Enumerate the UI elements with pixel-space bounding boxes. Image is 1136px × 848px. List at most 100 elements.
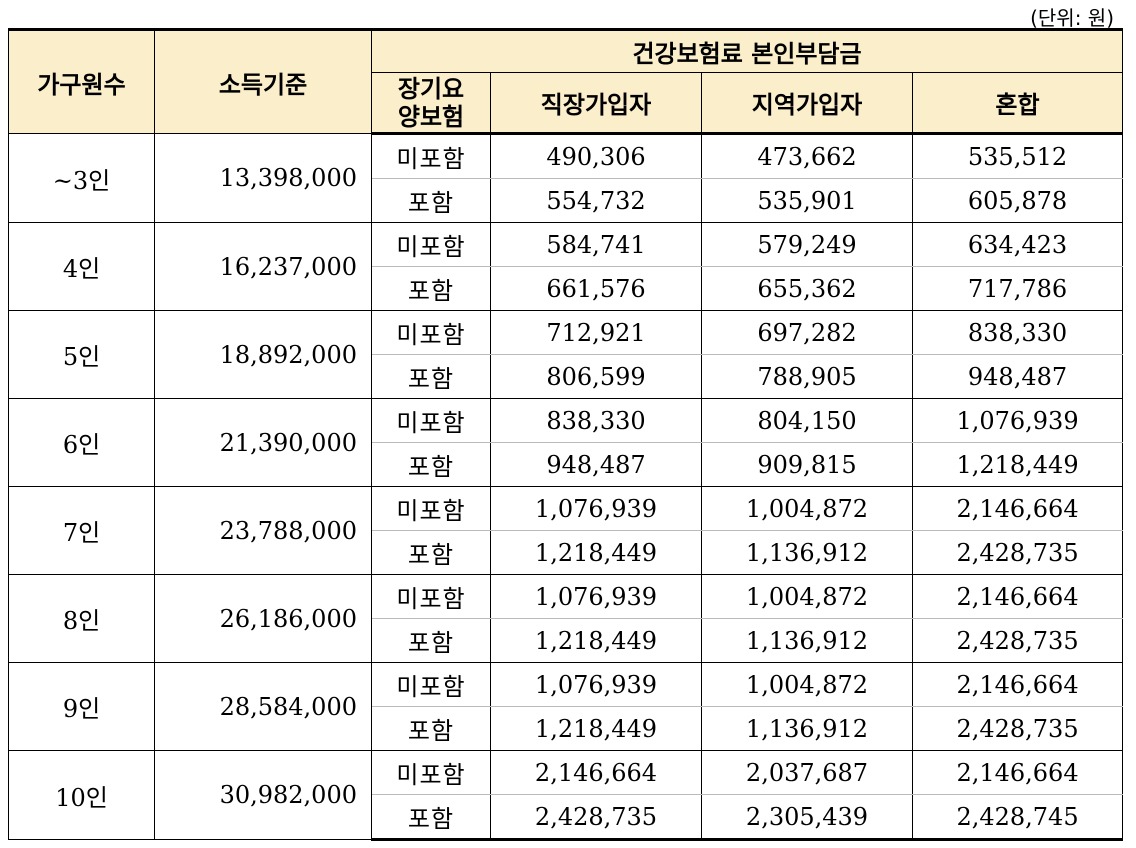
employee-cell: 661,576 [490, 266, 702, 311]
table-row: 포함 1,218,449 1,136,912 2,428,735 [9, 706, 1124, 751]
employee-cell: 1,218,449 [490, 530, 702, 575]
table-row: 포함 948,487 909,815 1,218,449 [9, 442, 1124, 487]
income-cell: 23,788,000 [154, 486, 372, 575]
income-cell: 18,892,000 [154, 310, 372, 399]
regional-cell: 804,150 [701, 398, 913, 443]
premium-table: 가구원수 소득기준 건강보험료 본인부담금 장기요 양보험 직장가입자 지역가입… [8, 28, 1124, 841]
income-cell: 30,982,000 [154, 750, 372, 840]
mixed-cell: 838,330 [911, 310, 1124, 355]
income-cell: 16,237,000 [154, 222, 372, 311]
mixed-cell: 948,487 [911, 354, 1124, 399]
ltc-cell: 포함 [371, 706, 491, 751]
household-cell: 8인 [8, 574, 155, 663]
mixed-cell: 1,218,449 [911, 442, 1124, 487]
ltc-cell: 포함 [371, 442, 491, 487]
header-employee: 직장가입자 [490, 72, 702, 135]
employee-cell: 584,741 [490, 222, 702, 267]
household-cell: 7인 [8, 486, 155, 575]
employee-cell: 2,146,664 [490, 750, 702, 795]
table-row: 9인 28,584,000 미포함 1,076,939 1,004,872 2,146,6… [8, 662, 1124, 751]
employee-cell: 838,330 [490, 398, 702, 443]
regional-cell: 909,815 [701, 442, 913, 487]
mixed-cell: 2,428,735 [911, 706, 1124, 751]
ltc-cell: 미포함 [371, 574, 491, 619]
mixed-cell: 717,786 [911, 266, 1124, 311]
regional-cell: 473,662 [701, 133, 913, 179]
ltc-cell: 미포함 [371, 133, 491, 179]
mixed-cell: 535,512 [911, 133, 1124, 179]
mixed-cell: 2,428,735 [911, 530, 1124, 575]
employee-cell: 806,599 [490, 354, 702, 399]
mixed-cell: 2,146,664 [911, 750, 1124, 795]
regional-cell: 2,037,687 [701, 750, 913, 795]
household-cell: 9인 [8, 662, 155, 751]
table-row: 포함 806,599 788,905 948,487 [9, 354, 1124, 399]
regional-cell: 1,136,912 [701, 706, 913, 751]
ltc-cell: 포함 [371, 178, 491, 223]
header-household: 가구원수 [8, 28, 155, 134]
income-cell: 26,186,000 [154, 574, 372, 663]
household-cell: 4인 [8, 222, 155, 311]
table-row: 10인 30,982,000 미포함 2,146,664 2,037,687 2,146,… [8, 750, 1124, 840]
employee-cell: 948,487 [490, 442, 702, 487]
employee-cell: 1,076,939 [490, 486, 702, 531]
employee-cell: 1,218,449 [490, 618, 702, 663]
regional-cell: 535,901 [701, 178, 913, 223]
mixed-cell: 2,428,745 [911, 794, 1124, 841]
table-row: 포함 1,218,449 1,136,912 2,428,735 [9, 618, 1124, 663]
ltc-cell: 미포함 [371, 398, 491, 443]
table-body: ~3인 13,398,000 미포함 490,306 473,662 535,512 포함 5… [8, 133, 1124, 841]
income-cell: 13,398,000 [154, 133, 372, 223]
mixed-cell: 634,423 [911, 222, 1124, 267]
income-cell: 21,390,000 [154, 398, 372, 487]
header-income: 소득기준 [154, 28, 372, 134]
employee-cell: 554,732 [490, 178, 702, 223]
table-row: 5인 18,892,000 미포함 712,921 697,282 838,330 [8, 310, 1124, 399]
header-mixed: 혼합 [911, 72, 1124, 135]
ltc-cell: 포함 [371, 266, 491, 311]
employee-cell: 1,076,939 [490, 662, 702, 707]
mixed-cell: 2,146,664 [911, 662, 1124, 707]
header-premium-group: 건강보험료 본인부담금 [370, 28, 1124, 73]
ltc-cell: 포함 [371, 794, 491, 841]
household-cell: 10인 [8, 750, 155, 840]
ltc-cell: 미포함 [371, 486, 491, 531]
ltc-cell: 포함 [371, 530, 491, 575]
table-row: 포함 1,218,449 1,136,912 2,428,735 [9, 530, 1124, 575]
header-ltc: 장기요 양보험 [371, 72, 491, 135]
employee-cell: 1,076,939 [490, 574, 702, 619]
regional-cell: 579,249 [701, 222, 913, 267]
income-cell: 28,584,000 [154, 662, 372, 751]
ltc-cell: 포함 [371, 354, 491, 399]
employee-cell: 2,428,735 [490, 794, 702, 841]
regional-cell: 697,282 [701, 310, 913, 355]
ltc-cell: 미포함 [371, 222, 491, 267]
employee-cell: 712,921 [490, 310, 702, 355]
table-row: 8인 26,186,000 미포함 1,076,939 1,004,872 2,146,6… [8, 574, 1124, 663]
mixed-cell: 1,076,939 [911, 398, 1124, 443]
regional-cell: 1,004,872 [701, 486, 913, 531]
household-cell: ~3인 [8, 133, 155, 223]
household-cell: 6인 [8, 398, 155, 487]
header-regional: 지역가입자 [701, 72, 913, 135]
table-row: 7인 23,788,000 미포함 1,076,939 1,004,872 2,146,6… [8, 486, 1124, 575]
regional-cell: 1,136,912 [701, 618, 913, 663]
ltc-cell: 포함 [371, 618, 491, 663]
table-row: 포함 2,428,735 2,305,439 2,428,745 [9, 794, 1124, 841]
mixed-cell: 2,428,735 [911, 618, 1124, 663]
mixed-cell: 605,878 [911, 178, 1124, 223]
ltc-cell: 미포함 [371, 750, 491, 795]
unit-note: (단위: 원) [1030, 6, 1114, 30]
employee-cell: 1,218,449 [490, 706, 702, 751]
household-cell: 5인 [8, 310, 155, 399]
table-row: ~3인 13,398,000 미포함 490,306 473,662 535,512 [8, 133, 1124, 223]
regional-cell: 1,136,912 [701, 530, 913, 575]
ltc-cell: 미포함 [371, 310, 491, 355]
mixed-cell: 2,146,664 [911, 486, 1124, 531]
regional-cell: 655,362 [701, 266, 913, 311]
table-row: 6인 21,390,000 미포함 838,330 804,150 1,076,939 [8, 398, 1124, 487]
regional-cell: 1,004,872 [701, 574, 913, 619]
ltc-cell: 미포함 [371, 662, 491, 707]
regional-cell: 1,004,872 [701, 662, 913, 707]
mixed-cell: 2,146,664 [911, 574, 1124, 619]
